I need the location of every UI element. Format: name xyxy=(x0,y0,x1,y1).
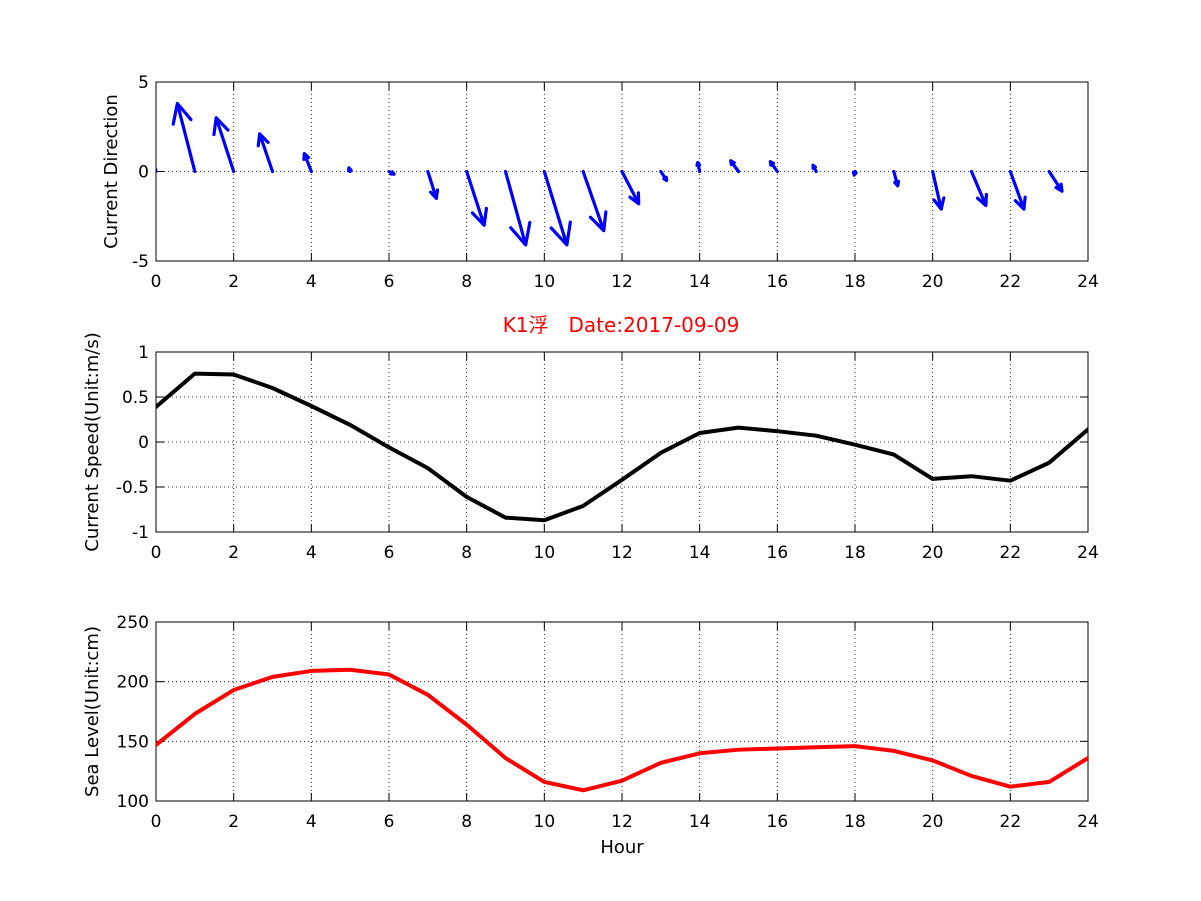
current-arrow xyxy=(171,101,197,174)
current-arrow xyxy=(581,169,608,233)
y-tick-label: -5 xyxy=(132,252,149,272)
x-tick-label: 16 xyxy=(767,543,789,563)
current-arrow xyxy=(811,163,818,174)
x-tick-label: 16 xyxy=(767,812,789,832)
speed-series xyxy=(156,371,1088,523)
y-tick-label: 0 xyxy=(138,163,149,183)
current-arrow xyxy=(347,166,353,174)
x-tick-label: 12 xyxy=(611,812,633,832)
x-tick-label: 24 xyxy=(1077,272,1099,292)
x-tick-label: 22 xyxy=(1000,272,1022,292)
current-arrow xyxy=(620,169,641,206)
x-tick-label: 10 xyxy=(534,272,556,292)
x-tick-label: 18 xyxy=(844,543,866,563)
x-tick-label: 18 xyxy=(844,812,866,832)
x-tick-label: 22 xyxy=(1000,543,1022,563)
sea-level-grid xyxy=(156,622,1088,801)
x-tick-label: 2 xyxy=(228,543,239,563)
x-tick-label: 10 xyxy=(534,812,556,832)
direction-y-ticks: -5 0 5 xyxy=(132,73,1088,272)
x-tick-label: 24 xyxy=(1077,812,1099,832)
y-tick-label: 0.5 xyxy=(122,388,149,408)
x-tick-label: 16 xyxy=(767,272,789,292)
y-tick-label: 250 xyxy=(117,613,149,633)
x-tick-label: 14 xyxy=(689,272,711,292)
sea-level-y-axis-label: Sea Level(Unit:cm) xyxy=(82,626,103,797)
direction-panel: 0 2 4 6 8 10 12 14 16 18 20 22 24 -505 Current Direc… xyxy=(101,73,1099,292)
x-tick-label: 6 xyxy=(384,272,395,292)
speed-y-ticks: -1 -0.5 0 0.5 1 xyxy=(116,343,1088,543)
x-tick-label: 0 xyxy=(151,272,162,292)
x-tick-label: 2 xyxy=(228,812,239,832)
current-arrow xyxy=(156,165,158,174)
x-tick-label: 8 xyxy=(461,543,472,563)
current-arrow xyxy=(426,169,440,200)
direction-arrows xyxy=(156,101,1064,247)
current-arrow xyxy=(695,160,702,174)
x-tick-label: 20 xyxy=(922,812,944,832)
x-tick-label: 14 xyxy=(689,543,711,563)
y-tick-label: 100 xyxy=(117,792,149,812)
x-tick-label: 0 xyxy=(151,812,162,832)
x-tick-label: 2 xyxy=(228,272,239,292)
direction-y-axis-label: Current Direction xyxy=(101,94,122,249)
x-tick-label: 6 xyxy=(384,812,395,832)
x-tick-label: 12 xyxy=(611,543,633,563)
speed-panel: 0 2 4 6 8 10 12 14 16 18 20 22 24 -1-0.500.51 Curren… xyxy=(82,332,1099,563)
x-tick-label: 8 xyxy=(461,812,472,832)
sea-level-axes-box xyxy=(155,621,1089,802)
x-tick-label: 4 xyxy=(306,812,317,832)
y-tick-label: 200 xyxy=(117,673,149,693)
x-tick-label: 22 xyxy=(1000,812,1022,832)
x-tick-label: 8 xyxy=(461,272,472,292)
x-tick-label: 4 xyxy=(306,543,317,563)
current-arrow xyxy=(931,169,946,211)
current-arrow xyxy=(729,159,741,174)
sea-level-line xyxy=(156,667,1088,793)
current-arrow xyxy=(542,169,572,247)
current-speed-line xyxy=(156,371,1088,523)
speed-y-axis-label: Current Speed(Unit:m/s) xyxy=(82,332,103,551)
x-tick-label: 4 xyxy=(306,272,317,292)
current-arrow xyxy=(851,169,858,177)
x-tick-label: 24 xyxy=(1077,543,1099,563)
speed-grid xyxy=(156,352,1088,532)
current-arrow xyxy=(256,132,275,174)
current-arrow xyxy=(302,152,313,174)
y-tick-label: 0 xyxy=(138,433,149,453)
x-tick-label: 0 xyxy=(151,543,162,563)
current-arrow xyxy=(212,116,236,174)
current-arrow xyxy=(1008,169,1027,211)
current-arrow xyxy=(503,169,532,247)
sea-level-series xyxy=(156,667,1088,793)
sea-level-x-ticks: 0 2 4 6 8 10 12 14 16 18 20 22 24 xyxy=(151,622,1099,832)
x-tick-label: 6 xyxy=(384,543,395,563)
current-arrow xyxy=(969,169,989,208)
y-tick-label: 1 xyxy=(138,343,149,363)
figure-title: K1浮 Date:2017-09-09 xyxy=(503,313,740,337)
current-arrow xyxy=(387,169,396,176)
x-tick-label: 14 xyxy=(689,812,711,832)
speed-x-ticks: 0 2 4 6 8 10 12 14 16 18 20 22 24 xyxy=(151,352,1099,563)
current-arrow xyxy=(892,169,901,188)
y-tick-label: -0.5 xyxy=(116,478,149,498)
x-tick-label: 20 xyxy=(922,543,944,563)
x-axis-label: Hour xyxy=(600,837,644,858)
current-arrow xyxy=(465,169,489,227)
direction-x-ticks: 0 2 4 6 8 10 12 14 16 18 20 22 24 xyxy=(151,82,1099,292)
x-tick-label: 20 xyxy=(922,272,944,292)
x-tick-label: 18 xyxy=(844,272,866,292)
sea-level-y-ticks: 100 150 200 250 xyxy=(117,613,1088,812)
x-tick-label: 10 xyxy=(534,543,556,563)
current-arrow xyxy=(659,169,669,183)
y-tick-label: 5 xyxy=(138,73,149,93)
y-tick-label: -1 xyxy=(132,523,149,543)
current-arrow xyxy=(768,160,779,174)
x-tick-label: 12 xyxy=(611,272,633,292)
y-tick-label: 150 xyxy=(117,732,149,752)
current-arrow xyxy=(1047,169,1064,193)
